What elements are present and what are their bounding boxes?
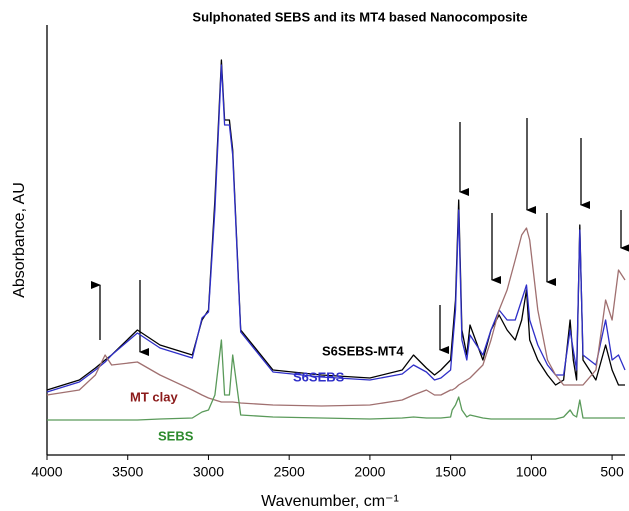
x-tick-label: 2500 [274, 464, 305, 480]
x-tick-label: 3000 [193, 464, 224, 480]
chart-title: Sulphonated SEBS and its MT4 based Nanoc… [192, 9, 527, 24]
x-tick-label: 4000 [31, 464, 62, 480]
x-tick-label: 3500 [112, 464, 143, 480]
series-label: SEBS [158, 428, 194, 443]
x-tick-label: 2000 [354, 464, 385, 480]
series-label: MT clay [130, 389, 178, 404]
x-axis-label: Wavenumber, cm⁻¹ [261, 493, 399, 510]
arrows [91, 118, 629, 356]
series-line [46, 59, 625, 391]
series-line [46, 227, 626, 407]
x-tick-label: 500 [600, 464, 624, 480]
series-line [46, 64, 626, 393]
y-axis-label: Absorbance, AU [11, 182, 28, 298]
series-line [47, 339, 625, 421]
series-label: S6SEBS-MT4 [322, 343, 404, 358]
series-label: S6SEBS [293, 369, 345, 384]
x-tick-label: 1000 [516, 464, 547, 480]
x-tick-label: 1500 [435, 464, 466, 480]
